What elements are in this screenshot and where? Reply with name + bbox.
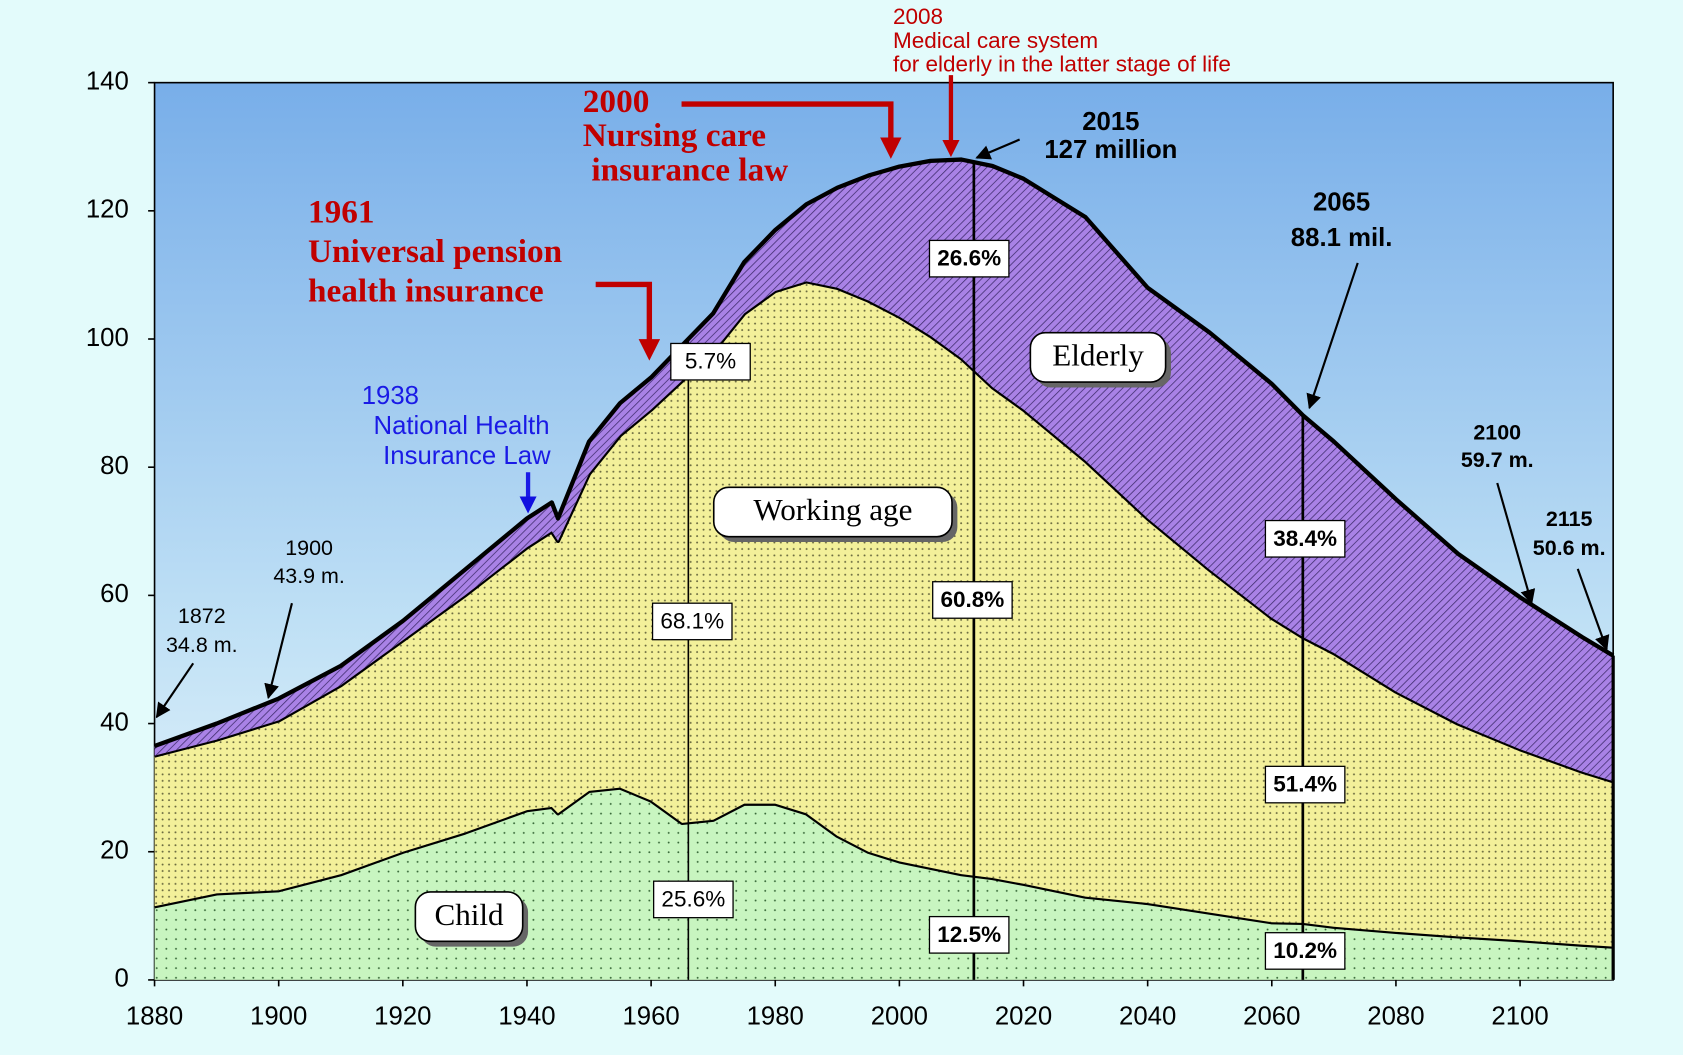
annotation: 2100 [1473,420,1521,444]
x-tick-label: 2100 [1491,1002,1548,1030]
annotation: 59.7 m. [1461,448,1534,472]
annotation-arrow [975,138,1021,160]
annotation: insurance law [591,151,788,188]
y-tick-label: 0 [114,965,128,993]
x-tick-label: 2020 [995,1002,1052,1030]
y-tick-label: 140 [86,67,129,95]
annotation: 2000 [583,83,650,120]
annotation-arrow [681,101,902,159]
annotation-arrow [1576,568,1610,651]
percent-box [670,342,751,381]
annotation: National Health [373,412,549,440]
percent-box [652,880,734,919]
x-tick-label: 1980 [747,1002,804,1030]
annotation-arrow [595,281,661,361]
percent-box [932,581,1013,619]
area-boundary [153,157,1615,749]
x-tick-label: 1880 [126,1002,183,1030]
annotation-arrow [155,662,195,719]
percent-box [928,915,1010,954]
annotation: 2015 [1082,108,1139,136]
x-tick-label: 1900 [250,1002,307,1030]
x-tick-label: 1960 [622,1002,679,1030]
y-tick-label: 20 [100,837,129,865]
y-tick-label: 100 [86,324,129,352]
y-tick-label: 80 [100,452,129,480]
annotation: 88.1 mil. [1291,224,1393,252]
annotation: 1961 [308,193,375,230]
percent-label: 51.4% [1273,772,1337,797]
annotation: Universal pension [308,233,562,270]
y-tick-label: 120 [86,196,129,224]
x-tick-label: 2040 [1119,1002,1176,1030]
x-tick-label: 1940 [498,1002,555,1030]
annotation: health insurance [308,273,544,310]
annotation-arrow [1496,482,1536,605]
percent-label: 10.2% [1273,938,1337,963]
x-tick-label: 2060 [1243,1002,1300,1030]
annotation: Nursing care [583,117,766,154]
annotation: 43.9 m. [273,564,345,588]
percent-label: 68.1% [660,608,724,633]
area-pattern [154,281,1614,947]
annotation-arrow [1306,262,1359,410]
series-label: Child [434,897,504,932]
series-label: Elderly [1052,338,1144,373]
area-pattern [154,159,1614,782]
percent-label: 25.6% [661,886,725,911]
y-tick-label: 60 [100,580,129,608]
percent-label: 12.5% [937,922,1001,947]
annotation: 2115 [1546,507,1593,531]
annotation: 34.8 m. [166,633,238,657]
series-box [1029,331,1167,383]
percent-box [928,239,1010,278]
annotation: Medical care system [893,28,1098,53]
series-box [414,891,524,943]
annotation: 1900 [285,536,333,560]
percent-box [1264,519,1346,558]
percent-label: 5.7% [685,349,736,374]
series-box [712,486,953,538]
percent-label: 26.6% [937,246,1001,271]
annotation: 127 million [1044,136,1177,164]
x-tick-label: 1920 [374,1002,431,1030]
annotation: 2065 [1313,189,1370,217]
annotation: for elderly in the latter stage of life [893,51,1231,76]
annotation: 50.6 m. [1533,536,1606,560]
annotation: 1872 [178,604,226,628]
annotation: Insurance Law [383,442,551,470]
annotation: 2008 [893,4,943,29]
percent-box [1264,765,1346,804]
annotation-arrow [264,602,293,700]
annotation: 1938 [362,382,419,410]
x-tick-label: 2000 [871,1002,928,1030]
y-tick-label: 40 [100,708,129,736]
percent-box [1264,932,1346,970]
series-label: Working age [753,492,912,527]
percent-label: 60.8% [940,587,1004,612]
percent-label: 38.4% [1273,526,1337,551]
percent-box [651,602,733,641]
x-tick-label: 2080 [1367,1002,1424,1030]
